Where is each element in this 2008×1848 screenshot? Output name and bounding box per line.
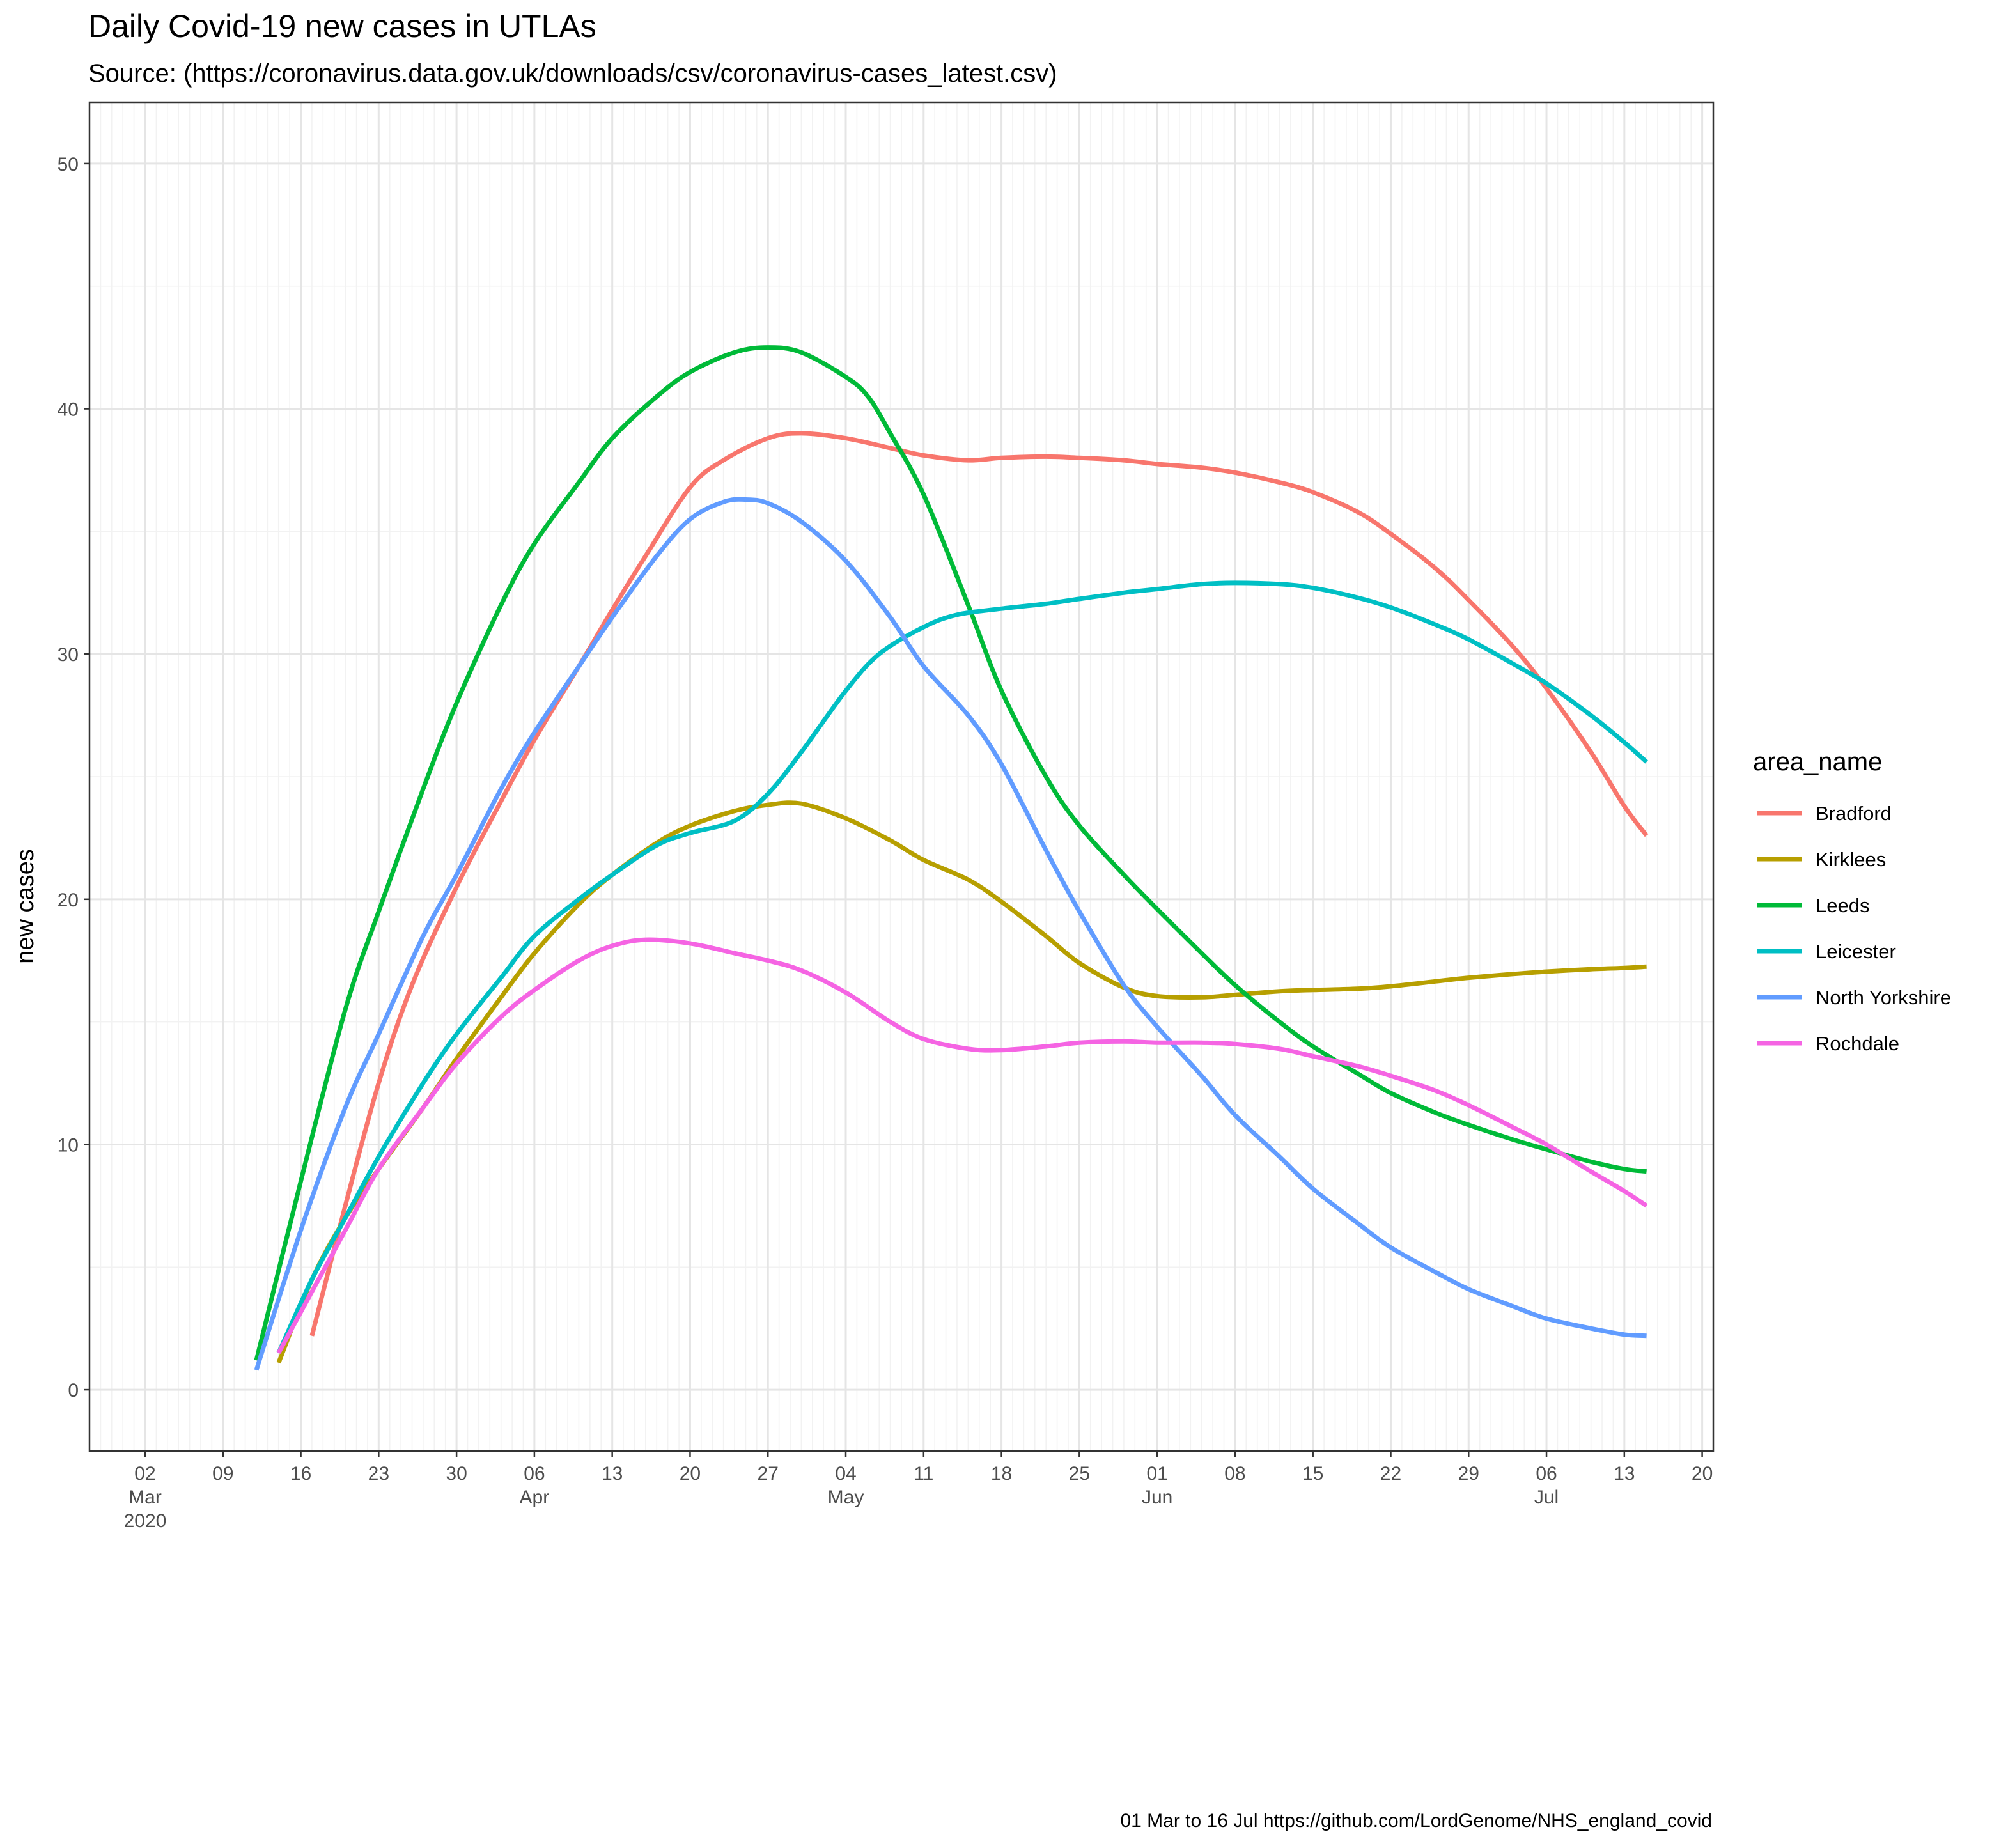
x-tick-label: 15	[1302, 1463, 1323, 1484]
y-tick-label: 20	[58, 890, 79, 911]
x-tick-label: 30	[446, 1463, 467, 1484]
series-line-rochdale	[276, 937, 1648, 1355]
x-tick-label: 27	[758, 1463, 779, 1484]
legend-label-rochdale: Rochdale	[1816, 1032, 1899, 1055]
legend-label-leeds: Leeds	[1816, 894, 1869, 917]
y-axis: 0 10 20 30 40 50	[58, 154, 90, 1401]
x-tick-label: 04	[835, 1463, 856, 1484]
plot-panel-border	[88, 101, 1715, 1452]
chart-subtitle: Source: (https://coronavirus.data.gov.uk…	[88, 59, 1057, 88]
legend-label-kirklees: Kirklees	[1816, 848, 1886, 871]
x-tick-label: 11	[914, 1463, 933, 1484]
x-tick-label: 02	[134, 1463, 155, 1484]
legend-title: area_name	[1753, 748, 1882, 776]
y-tick-label: 50	[58, 154, 79, 175]
y-tick-label: 10	[58, 1135, 79, 1156]
series-line-leeds	[254, 345, 1647, 1361]
x-tick-label: 22	[1380, 1463, 1401, 1484]
legend-label-leicester: Leicester	[1816, 940, 1896, 963]
x-tick-month-label: Jul	[1534, 1487, 1559, 1508]
x-tick-year-label: 2020	[124, 1510, 167, 1532]
x-tick-label: 06	[1536, 1463, 1557, 1484]
series-lines	[254, 345, 1649, 1371]
y-tick-label: 40	[58, 400, 79, 421]
chart-caption: 01 Mar to 16 Jul https://github.com/Lord…	[1120, 1810, 1712, 1831]
x-tick-label: 13	[602, 1463, 623, 1484]
x-tick-label: 23	[368, 1463, 389, 1484]
x-tick-month-label: Jun	[1142, 1487, 1172, 1508]
x-tick-month-label: Apr	[520, 1487, 550, 1508]
x-tick-label: 13	[1614, 1463, 1635, 1484]
x-tick-label: 08	[1224, 1463, 1245, 1484]
y-tick-label: 0	[68, 1380, 79, 1401]
y-tick-label: 30	[58, 644, 79, 665]
series-line-leicester	[276, 580, 1648, 1354]
legend-items: Bradford Kirklees Leeds Leicester North York…	[1757, 802, 1951, 1055]
x-tick-month-label: May	[828, 1487, 864, 1508]
legend-label-bradford: Bradford	[1816, 802, 1892, 825]
x-tick-label: 20	[1692, 1463, 1713, 1484]
series-line-north-yorkshire	[254, 497, 1647, 1371]
legend-label-north-yorkshire: North Yorkshire	[1816, 986, 1951, 1009]
x-tick-label: 01	[1146, 1463, 1167, 1484]
x-tick-label: 20	[680, 1463, 701, 1484]
series-line-kirklees	[276, 800, 1647, 1364]
x-tick-label: 16	[290, 1463, 311, 1484]
x-tick-label: 29	[1458, 1463, 1479, 1484]
minor-gridlines	[89, 102, 1714, 1451]
series-line-bradford	[309, 431, 1649, 1337]
x-tick-label: 18	[991, 1463, 1012, 1484]
major-gridlines	[90, 102, 1713, 1451]
x-tick-month-label: Mar	[128, 1487, 162, 1508]
x-tick-label: 06	[524, 1463, 545, 1484]
x-tick-label: 09	[212, 1463, 233, 1484]
y-axis-title: new cases	[12, 849, 39, 964]
legend: area_name Bradford Kirklees Leeds Leicester…	[1753, 748, 1951, 1055]
chart-title: Daily Covid-19 new cases in UTLAs	[88, 8, 596, 44]
x-tick-label: 25	[1069, 1463, 1090, 1484]
